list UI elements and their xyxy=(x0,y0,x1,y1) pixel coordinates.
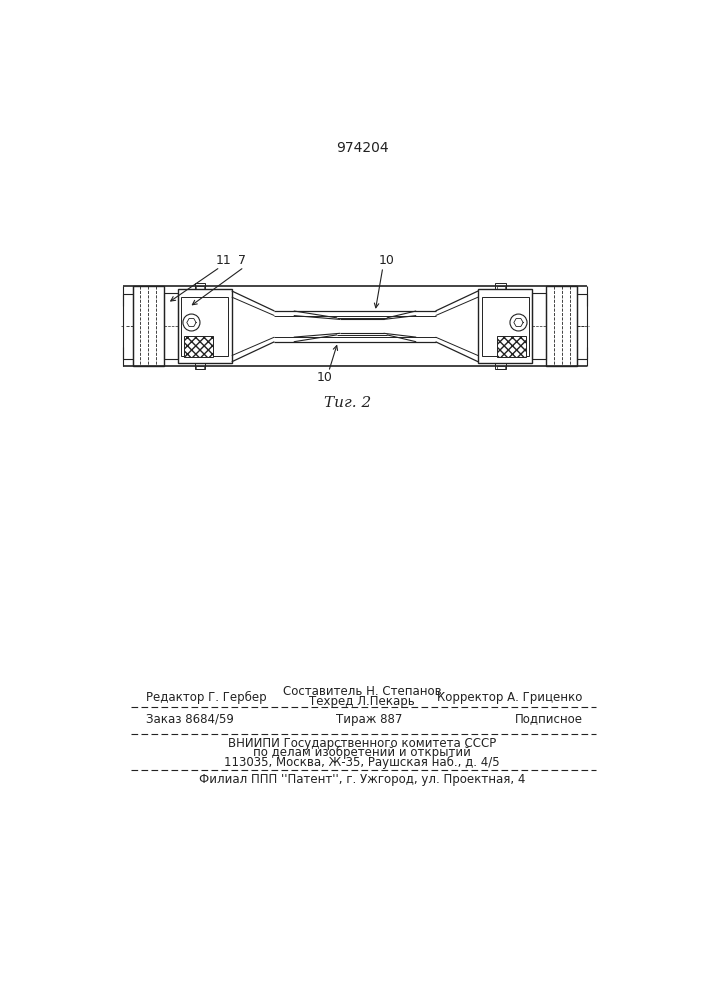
Bar xyxy=(495,283,506,289)
Text: Составитель Н. Степанов: Составитель Н. Степанов xyxy=(283,685,441,698)
Text: 974204: 974204 xyxy=(336,141,388,155)
Bar xyxy=(194,363,206,369)
Text: Тираж 887: Тираж 887 xyxy=(337,713,403,726)
Text: 113035, Москва, Ж-35, Раушская наб., д. 4/5: 113035, Москва, Ж-35, Раушская наб., д. … xyxy=(224,756,500,769)
Text: Редактор Г. Гербер: Редактор Г. Гербер xyxy=(146,691,267,704)
Text: Подписное: Подписное xyxy=(515,713,583,726)
Bar xyxy=(194,283,206,289)
Bar xyxy=(495,363,506,369)
Bar xyxy=(184,336,213,357)
Bar xyxy=(196,366,204,369)
Text: 11: 11 xyxy=(216,254,232,267)
Bar xyxy=(532,293,547,359)
Bar xyxy=(478,289,532,363)
Text: Техред Л.Пекарь: Техред Л.Пекарь xyxy=(309,695,415,708)
Bar xyxy=(163,293,177,359)
Bar xyxy=(177,289,232,363)
Bar xyxy=(482,297,529,356)
Bar xyxy=(497,366,505,369)
Text: по делам изобретений и открытий: по делам изобретений и открытий xyxy=(253,746,471,759)
Bar xyxy=(547,286,578,366)
Bar xyxy=(497,286,505,289)
Text: Заказ 8684/59: Заказ 8684/59 xyxy=(146,713,235,726)
Bar xyxy=(497,336,526,357)
Bar xyxy=(182,297,228,356)
Text: Τиг. 2: Τиг. 2 xyxy=(325,396,372,410)
Text: 10: 10 xyxy=(317,371,333,384)
Text: ВНИИПИ Государственного комитета СССР: ВНИИПИ Государственного комитета СССР xyxy=(228,737,496,750)
Text: 7: 7 xyxy=(238,254,246,267)
Text: 10: 10 xyxy=(379,254,395,267)
Bar xyxy=(132,286,163,366)
Bar xyxy=(196,286,204,289)
Text: Корректор А. Гриценко: Корректор А. Гриценко xyxy=(438,691,583,704)
Text: Филиал ППП ''Патент'', г. Ужгород, ул. Проектная, 4: Филиал ППП ''Патент'', г. Ужгород, ул. П… xyxy=(199,773,525,786)
